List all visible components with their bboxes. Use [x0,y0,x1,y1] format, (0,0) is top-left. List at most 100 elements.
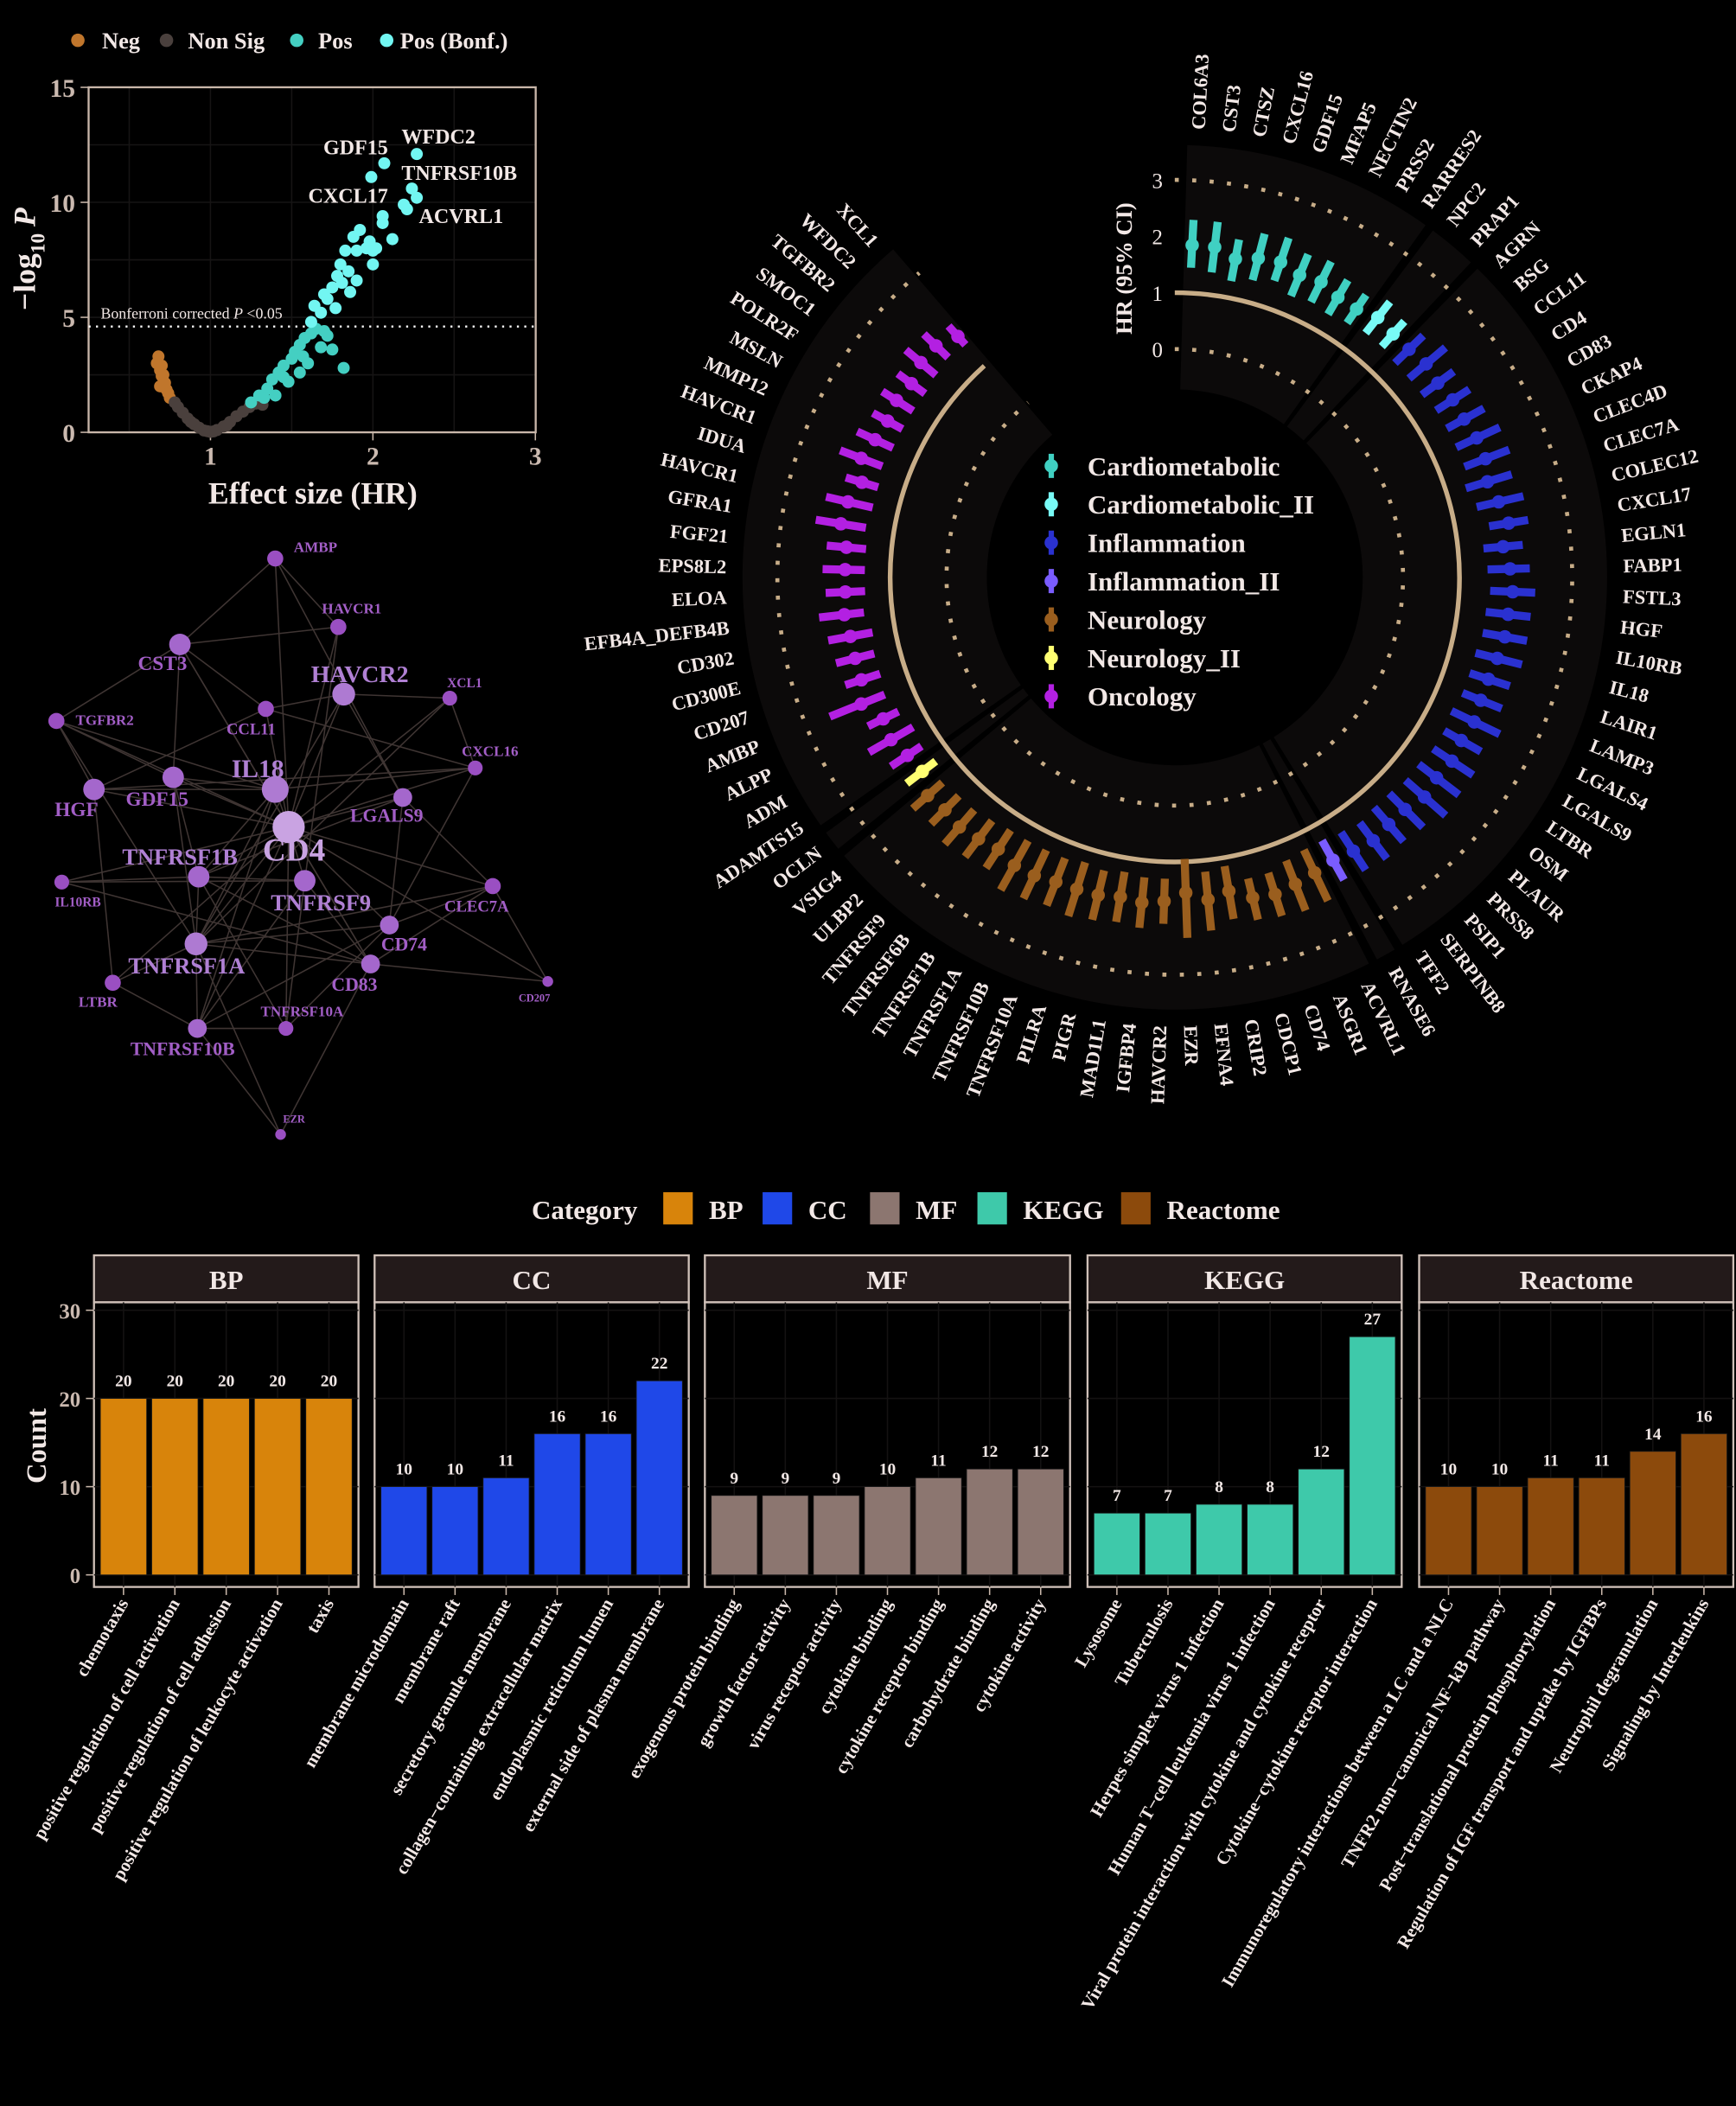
edge-HAVCR2-LGALS9 [342,693,404,798]
y-tick-label: 0 [70,1565,80,1588]
hr-point-TNFRSF1A [1007,858,1022,872]
edge-TNFRSF10A-TNFRSF9 [285,880,306,1029]
bar-value-label: 12 [1032,1443,1049,1461]
bar-value-label: 11 [498,1452,514,1470]
gene-label: CXCL17 [1616,482,1693,516]
x-tick-label: carbohydrate binding [897,1594,999,1751]
bar-value-label: 10 [1491,1461,1508,1479]
facet-strip-CC [373,1254,690,1304]
legend-marker-0 [71,33,85,48]
legend-title: Category [532,1195,638,1225]
gene-label: EPS8L2 [658,554,726,578]
node-EZR [275,1129,286,1140]
edge-CD4-CCL11 [265,708,290,827]
legend-marker-1 [159,33,174,48]
edge-CST3-HAVCR1 [180,626,339,646]
point-pos-bonf-11 [354,223,367,236]
x-tick-label: virus receptor activity [743,1594,846,1752]
point-pos-bonf-7 [342,265,355,278]
bar-Reactome-5 [1680,1433,1727,1576]
hr-point-AMBP [854,697,868,712]
node-label: CD74 [381,935,427,955]
edge-IL18-TNFRSF10B [196,788,277,1029]
annotation-label: TNFRSF10B [401,163,517,185]
bar-value-label: 10 [447,1461,463,1479]
node-label: LGALS9 [350,805,424,826]
node-label: HAVCR2 [311,661,409,688]
edge-LGALS9-CLEC7A [402,796,494,887]
edge-CD4-TNFRSF1A [195,826,290,945]
node-CCL11 [258,700,274,718]
node-HAVCR2 [332,682,355,706]
bar-value-label: 12 [981,1443,998,1461]
point-pos-bonf-19 [376,210,389,222]
hr-point-IL18 [1490,651,1504,666]
gene-label: IGFBP4 [1112,1023,1140,1094]
edge-TNFRSF1A-LTBR [112,943,197,984]
point-pos-bonf-29 [329,302,342,315]
edge-HAVCR2-CCL11 [265,693,344,710]
bar-value-label: 14 [1644,1426,1662,1444]
y-tick-label: 0 [62,420,75,448]
node-TNFRSF10A [278,1021,294,1037]
bar-MF-5 [966,1468,1013,1576]
node-label: LTBR [79,994,118,1011]
edge-CD74-TNFRSF1A [195,924,390,945]
node-label: TNFRSF1A [128,953,245,979]
gene-label: CD4 [1547,307,1590,346]
gene-label: EGLN1 [1620,519,1687,546]
bar-value-label: 20 [269,1373,285,1391]
bar-value-label: 8 [1266,1478,1274,1497]
node-IL18 [261,775,289,803]
hr-point-ULBP2 [938,802,952,817]
gene-label: LAIR1 [1598,705,1660,744]
gene-label: EZR [1179,1025,1203,1067]
bar-CC-3 [533,1433,581,1576]
hr-point-HAVCR1 [841,495,855,509]
x-tick-label: 3 [529,443,542,470]
bar-KEGG-1 [1144,1512,1191,1576]
edge-TNFRSF9-CD83 [303,880,372,965]
bar-KEGG-4 [1298,1468,1345,1576]
edge-TNFRSF1A-EZR [195,943,282,1135]
hr-point-MSLN [880,414,895,428]
bar-CC-4 [584,1433,632,1576]
hr-point-OSM [1429,770,1444,785]
hr-point-IL10RB [1497,629,1512,644]
node-label: TNFRSF1B [122,844,237,870]
node-label: IL18 [232,756,284,783]
bar-Reactome-1 [1476,1486,1523,1576]
gene-label: CRIP2 [1241,1018,1272,1078]
y-tick-label: 20 [59,1388,80,1412]
point-pos-bonf-24 [400,203,413,216]
bar-CC-2 [482,1477,530,1576]
hr-point-EPS8L2 [838,563,852,577]
edge-IL18-TNFRSF1A [195,788,277,945]
hr-point-FABP1 [1503,562,1517,576]
bar-MF-4 [915,1477,962,1576]
legend-label: KEGG [1023,1195,1103,1225]
node-label: EZR [283,1113,306,1125]
gene-label: CST3 [1218,84,1245,134]
gene-label: MAD1L1 [1075,1018,1110,1099]
hr-point-XCL1 [951,329,965,343]
legend-point-3 [1044,574,1058,588]
point-pos15 [337,361,350,374]
hr-point-MMP12 [868,432,883,447]
legend-label: Inflammation_II [1088,566,1280,597]
edge-AMBP-LGALS9 [274,558,404,798]
protein-network: AMBP HAVCR1 CST3 HAVCR2 XCL1 CCL11 TGFBR2 CXCL1… [48,539,553,1140]
hr-point-ADAMTS15 [900,749,915,763]
hr-point-PLAUR [1417,790,1432,804]
hr-point-ACVRL1 [1307,865,1322,880]
node-IL10RB [54,874,69,890]
edge-CLEC7A-TNFRSF1A [195,885,494,945]
bar-KEGG-2 [1196,1503,1243,1576]
sector-Oncology [742,249,1053,826]
gene-label: COL6A3 [1188,54,1214,131]
edge-CD4-CLEC7A [288,826,494,887]
point-neg8 [156,368,169,381]
edge-IL18-TNFRSF1B [198,788,276,878]
point-pos-bonf-16 [360,242,373,255]
